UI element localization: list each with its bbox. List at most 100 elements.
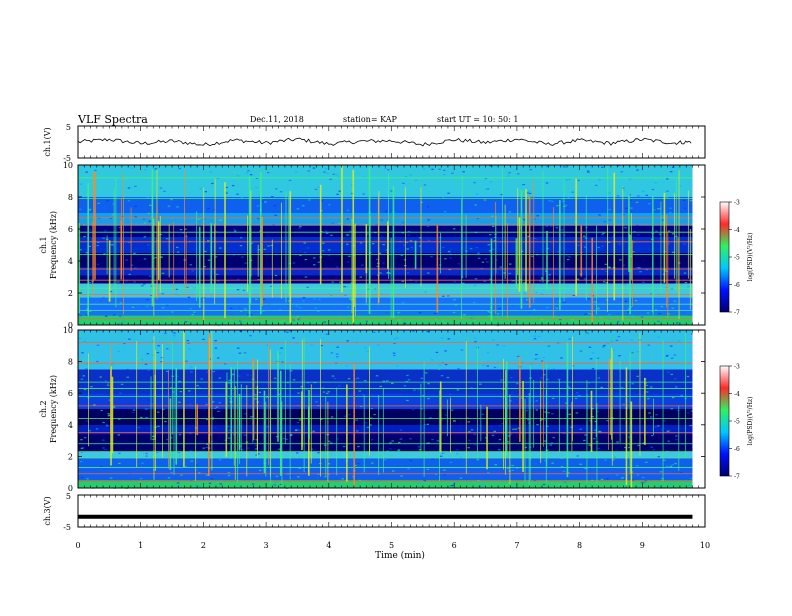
spectrum-noise [493,236,497,238]
spectrum-noise [501,422,504,425]
spectrum-noise [254,448,258,450]
spectrum-noise [228,429,231,431]
spectrum-noise [410,246,414,249]
time-axis-label: Time (min) [375,550,425,561]
spectrum-noise [576,455,579,457]
spectrum-noise [140,305,144,307]
spectrum-noise [110,365,114,367]
spectrum-noise [330,352,334,354]
spectrum-noise [195,464,199,466]
ch1-colorbar: -3-4-5-6-7 log(PSD)(V²/Hz) [719,200,754,317]
spectrum-noise [512,467,516,469]
spectrum-noise [317,452,320,454]
spectrum-noise [244,473,248,475]
spectrum-noise [161,272,165,274]
spectrum-noise [188,403,192,405]
spectrum-noise [560,466,564,468]
spectrum-noise [541,278,544,280]
spectrum-noise [612,349,615,351]
spectrum-noise [295,315,299,317]
spectrum-noise [362,245,365,247]
spectrum-noise [631,479,635,481]
spectrum-noise [536,215,539,217]
spectrum-noise [547,277,550,279]
spectrum-noise [632,352,636,354]
spectrum-noise [593,438,596,440]
spectrum-noise [119,171,122,173]
spectrum-noise [533,479,536,481]
spectrum-noise [297,476,300,478]
spectrum-noise [631,315,634,317]
spectrum-noise [508,172,511,174]
spectrum-noise [312,430,315,432]
spectrum-noise [663,459,666,461]
spectrum-noise [118,418,121,420]
spectrum-noise [336,346,339,348]
spectrum-noise [516,355,520,358]
spectrum-noise [397,441,401,444]
spectrum-noise [79,315,83,317]
spectrum-noise [144,363,148,365]
spectrum-noise [627,318,630,320]
spectrum-noise [414,281,418,283]
spectrum-noise [103,321,106,323]
spectrum-noise [379,385,382,388]
spectrum-noise [624,300,628,302]
spectrum-noise [535,400,539,402]
spectrum-noise [434,318,438,320]
spectrum-noise [320,200,323,202]
spectrum-noise [104,173,107,175]
spectrum-noise [600,202,603,205]
spectrum-noise [423,424,427,426]
spectrum-noise [621,476,624,479]
spectrum-noise [475,246,479,249]
spectrum-noise [83,437,87,439]
spectrum-noise [157,332,160,334]
spectrum-noise [214,427,217,429]
spectrum-noise [517,427,521,429]
spectrum-noise [170,471,173,474]
spectrum-noise [296,208,300,210]
spectrum-noise [616,195,620,197]
spectrum-noise [370,408,374,410]
spectrum-noise [335,353,339,355]
spectrum-noise [255,186,258,189]
spectrum-noise [690,348,694,350]
ch1-colorbar-ticks: -3-4-5-6-7 [729,200,740,317]
spectrum-noise [655,414,658,416]
spectrum-noise [492,339,495,341]
spectrum-noise [375,375,379,377]
spectrum-noise [670,356,674,359]
spectrum-noise [658,233,662,235]
spectrum-noise [350,299,353,301]
spectrum-noise [160,388,164,390]
spectrum-noise [689,424,693,427]
spectrum-noise [426,225,430,227]
spectrum-noise [397,449,401,451]
ch2-channel-label: ch.2 [39,400,48,417]
spectrum-noise [467,447,470,449]
spectrum-noise [324,476,327,478]
spectrum-noise [577,478,580,480]
spectrum-noise [575,392,579,394]
spectrum-noise [325,193,329,195]
spectrum-noise [622,189,625,191]
spectrum-noise [338,281,342,283]
spectrum-noise [520,361,524,364]
spectrum-noise [216,280,220,282]
spectrum-noise [598,214,601,216]
spectrum-noise [528,192,532,195]
spectrum-noise [687,286,690,288]
spectrum-noise [438,168,441,170]
spectrum-noise [560,357,563,359]
spectrum-noise [281,361,284,363]
spectrum-noise [660,305,664,308]
spectrum-noise [481,261,485,263]
spectrum-noise [297,429,301,431]
spectrum-noise [484,188,488,190]
spectrum-noise [442,295,445,297]
spectrum-noise [126,376,130,378]
spectrum-noise [424,372,428,374]
spectrum-noise [597,307,600,309]
